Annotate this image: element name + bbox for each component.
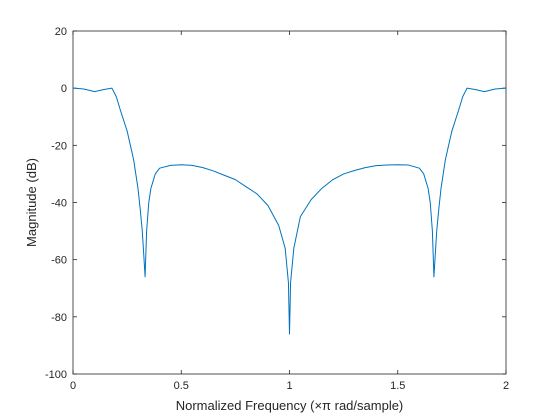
plot-area: 0 0.5 1 1.5 2 -100 -80 -60 -40 -20 0 20 [45,26,509,392]
y-tick-label: -100 [45,369,67,381]
x-axis-label: Normalized Frequency (×π rad/sample) [176,398,404,413]
y-tick-label: 0 [61,83,67,95]
x-tick-label: 2 [503,380,509,392]
x-tick-label: 1.5 [390,380,405,392]
y-tick-label: -60 [51,255,67,267]
y-tick-label: -40 [51,198,67,210]
magnitude-response-line [72,87,507,335]
x-tick-label: 1 [286,380,292,392]
x-tick-label: 0.5 [174,380,189,392]
y-tick-label: 20 [55,26,67,38]
x-tick-label: 0 [70,380,76,392]
y-axis-label: Magnitude (dB) [24,158,39,247]
y-tick-label: -20 [51,140,67,152]
y-tick-label: -80 [51,312,67,324]
